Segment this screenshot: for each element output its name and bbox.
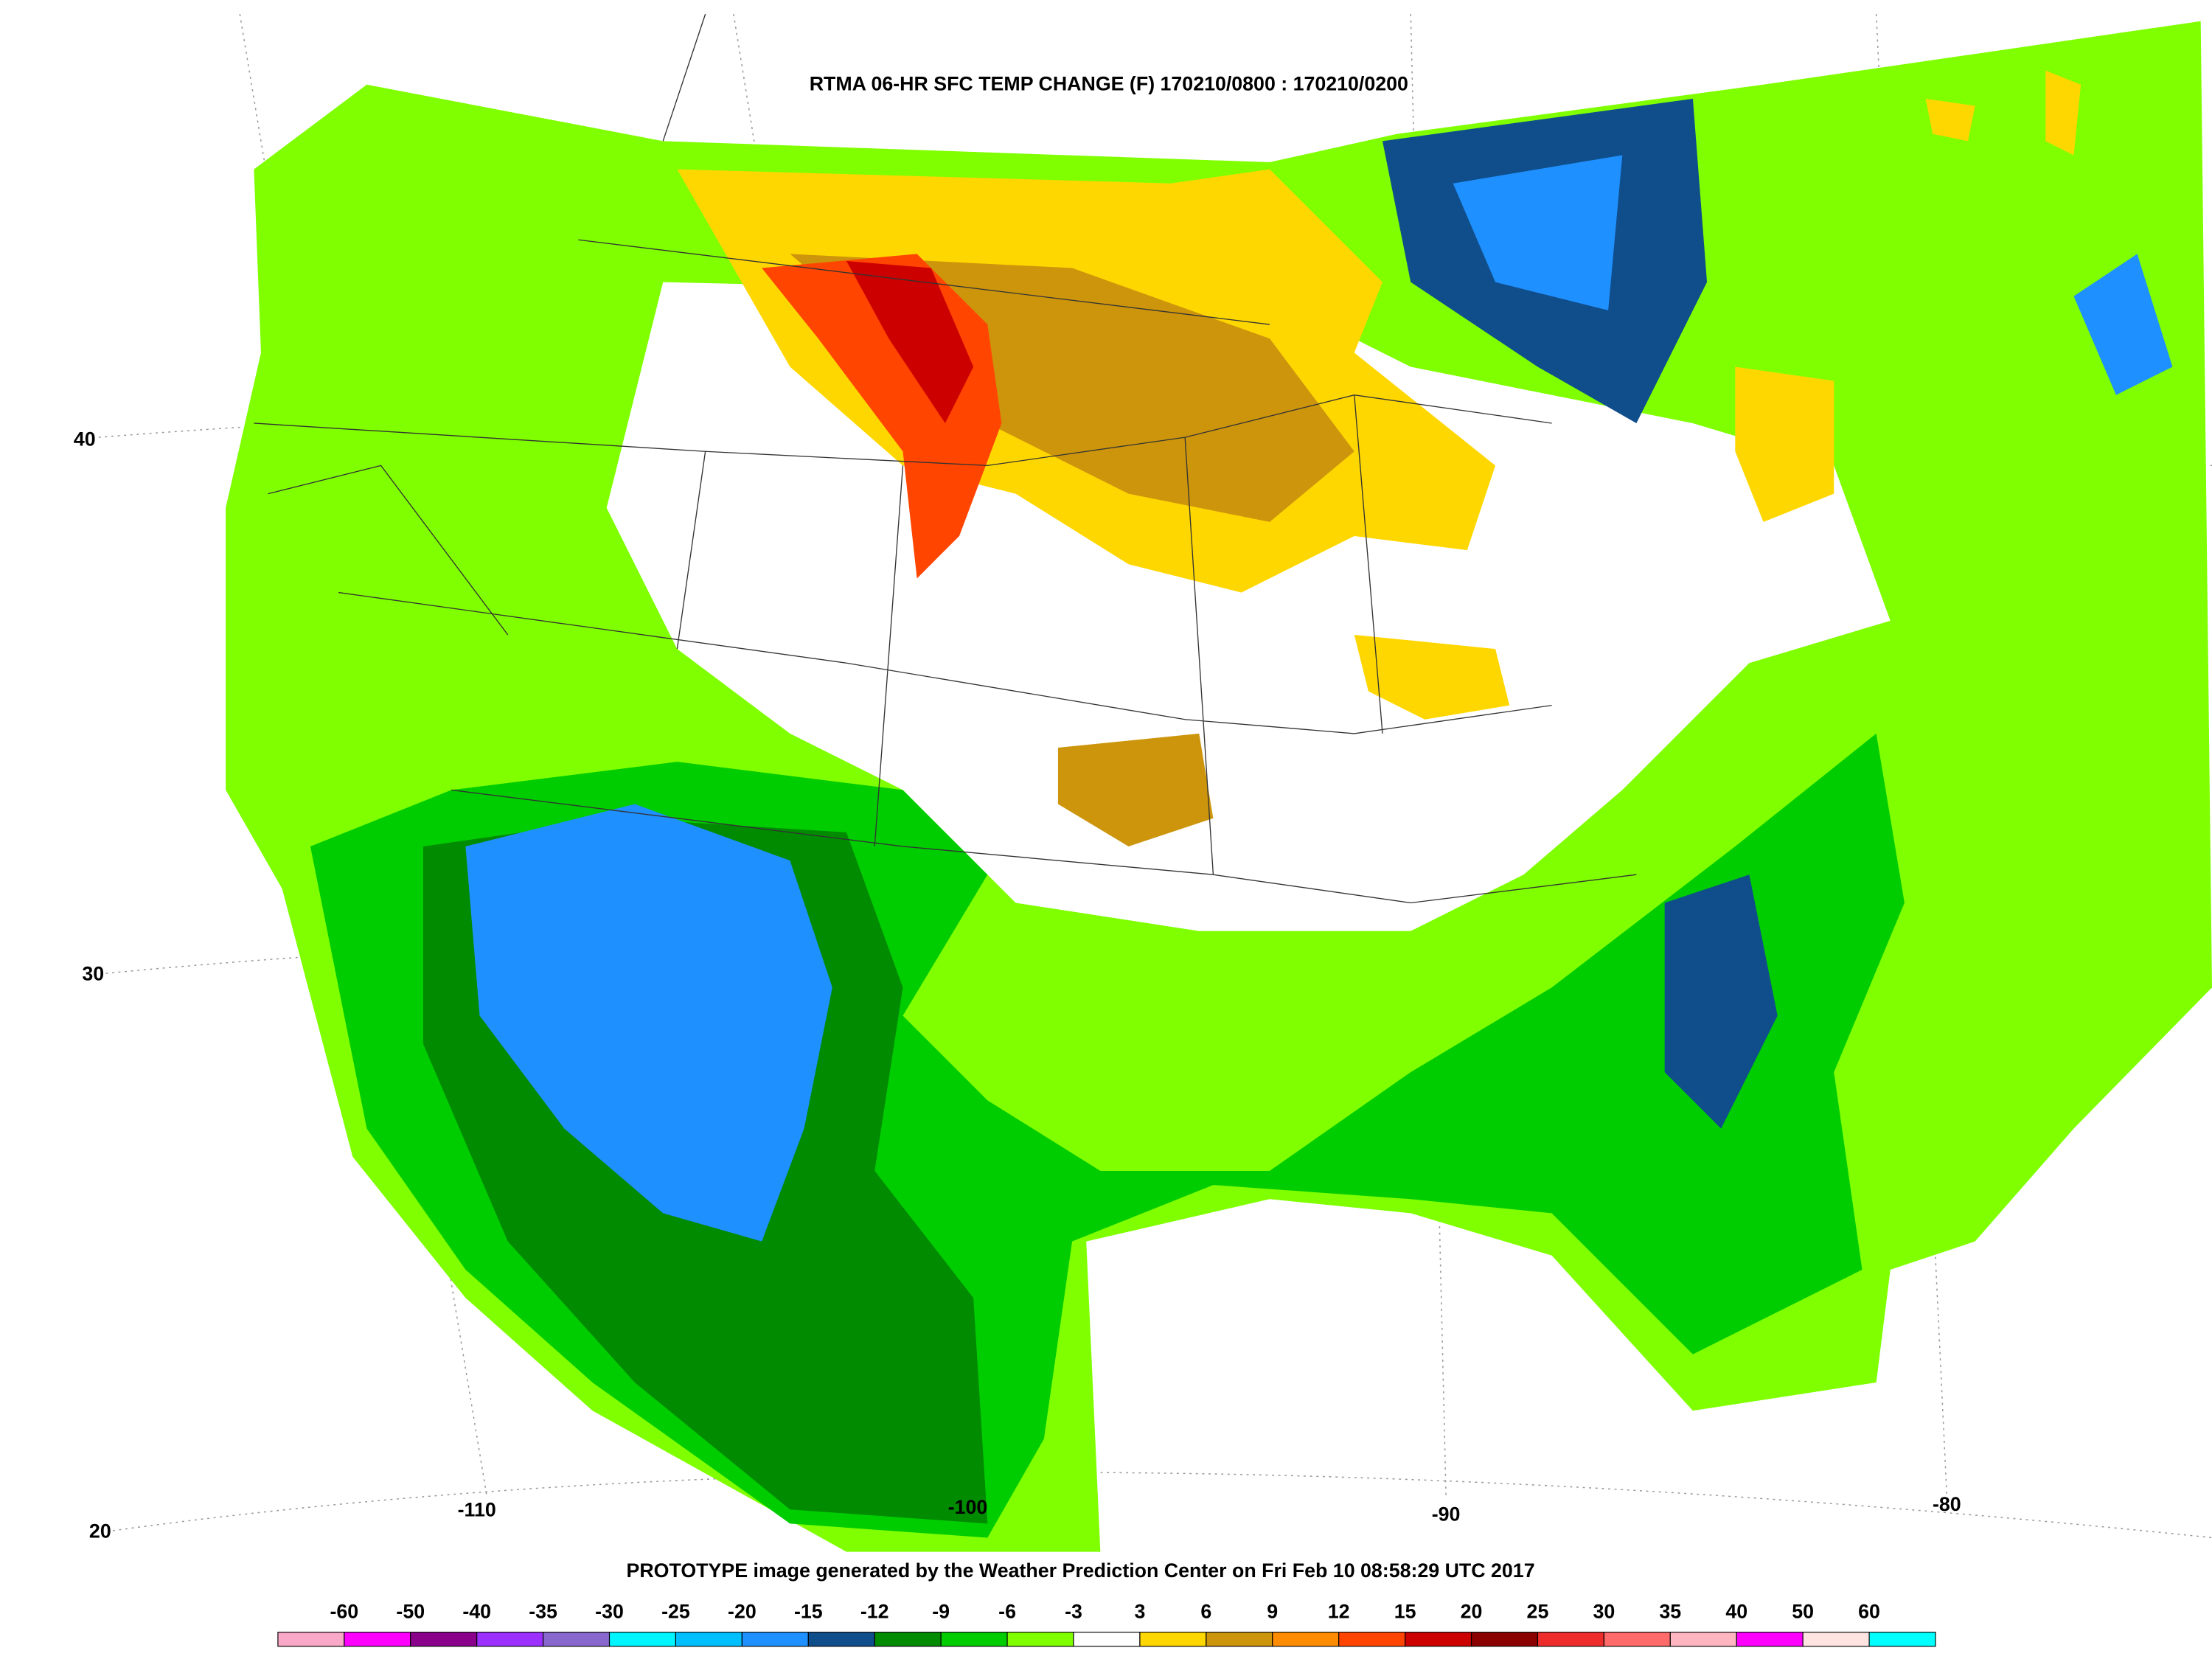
legend-label: 60 xyxy=(1858,1601,1880,1623)
legend-label: 12 xyxy=(1328,1601,1350,1623)
legend-swatch xyxy=(1470,1632,1539,1647)
latitude-label: 30 xyxy=(82,963,104,985)
legend-label: -20 xyxy=(728,1601,757,1623)
legend-swatch xyxy=(410,1632,478,1647)
legend-label: -25 xyxy=(661,1601,690,1623)
legend-label: 3 xyxy=(1134,1601,1145,1623)
legend-label: -6 xyxy=(998,1601,1016,1623)
legend-swatch xyxy=(1006,1632,1074,1647)
legend-label: -35 xyxy=(529,1601,557,1623)
longitude-label: -110 xyxy=(458,1499,496,1521)
legend-swatch xyxy=(741,1632,809,1647)
legend-swatch xyxy=(344,1632,411,1647)
temperature-field xyxy=(226,21,2212,1552)
legend-label: 50 xyxy=(1792,1601,1814,1623)
legend-swatch xyxy=(476,1632,544,1647)
legend-swatch xyxy=(1405,1632,1472,1647)
legend-swatch xyxy=(543,1632,611,1647)
legend-swatch xyxy=(277,1632,345,1647)
legend-swatch xyxy=(1669,1632,1737,1647)
legend-label: 9 xyxy=(1267,1601,1278,1623)
legend-swatch xyxy=(1537,1632,1604,1647)
legend-label: 30 xyxy=(1593,1601,1615,1623)
legend-swatch xyxy=(1603,1632,1671,1647)
footer-credit: PROTOTYPE image generated by the Weather… xyxy=(627,1559,1535,1582)
legend-swatch xyxy=(1206,1632,1273,1647)
legend-swatch xyxy=(1736,1632,1804,1647)
legend-label: 20 xyxy=(1461,1601,1483,1623)
legend-swatch xyxy=(1868,1632,1936,1647)
legend-label: 25 xyxy=(1527,1601,1549,1623)
longitude-labels: -110 -100 -90 -80 xyxy=(458,1493,1961,1525)
color-legend: -60 -50 -40 -35 -30 -25 -20 -15 -12 -9 -6 -3 3 6 9 12 15… xyxy=(277,1601,1936,1647)
legend-label: -40 xyxy=(462,1601,491,1623)
legend-swatch xyxy=(940,1632,1008,1647)
legend-label: -30 xyxy=(595,1601,624,1623)
legend-label: -15 xyxy=(794,1601,823,1623)
legend-swatch xyxy=(1073,1632,1141,1647)
legend-label: 40 xyxy=(1725,1601,1747,1623)
map-title: RTMA 06-HR SFC TEMP CHANGE (F) 170210/08… xyxy=(810,72,1408,94)
legend-swatch xyxy=(675,1632,742,1647)
longitude-label: -100 xyxy=(948,1496,988,1518)
legend-swatch xyxy=(807,1632,875,1647)
legend-swatch xyxy=(1802,1632,1870,1647)
latitude-labels: 40 30 20 xyxy=(74,428,111,1543)
legend-swatch xyxy=(1338,1632,1406,1647)
political-boundaries xyxy=(254,13,1637,904)
legend-swatch xyxy=(608,1632,677,1647)
legend-swatch xyxy=(1139,1632,1207,1647)
latitude-label: 20 xyxy=(89,1520,111,1542)
legend-label: 15 xyxy=(1394,1601,1416,1623)
legend-label: -12 xyxy=(860,1601,889,1623)
longitude-label: -80 xyxy=(1933,1493,1961,1515)
longitude-label: -90 xyxy=(1432,1503,1461,1525)
legend-label: -60 xyxy=(330,1601,358,1623)
latitude-label: 40 xyxy=(74,428,96,451)
legend-label: 35 xyxy=(1659,1601,1681,1623)
legend-label: -9 xyxy=(932,1601,950,1623)
legend-label: 6 xyxy=(1200,1601,1211,1623)
legend-swatch xyxy=(874,1632,942,1647)
legend-label: -50 xyxy=(396,1601,425,1623)
legend-label: -3 xyxy=(1065,1601,1082,1623)
legend-swatch xyxy=(1272,1632,1340,1647)
